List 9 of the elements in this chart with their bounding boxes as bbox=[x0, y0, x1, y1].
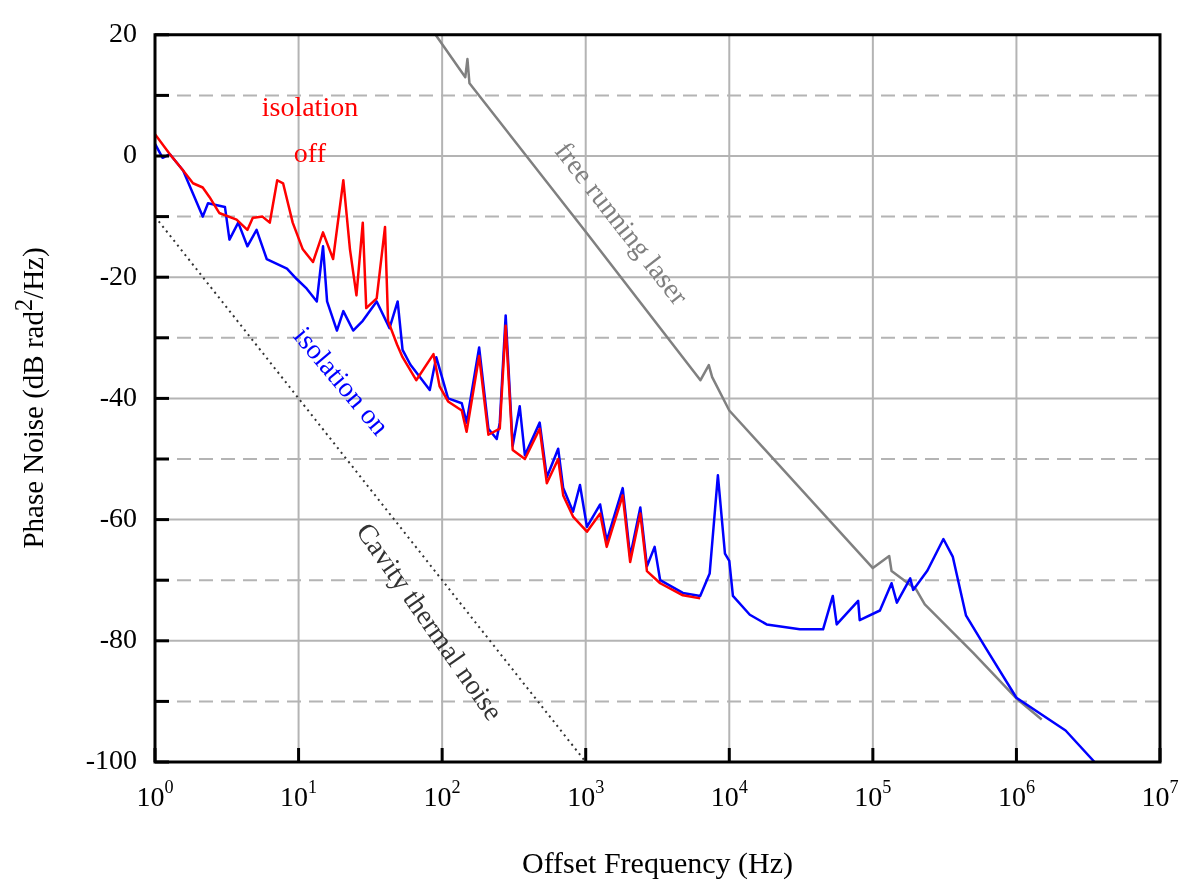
y-tick-label: 0 bbox=[123, 138, 137, 170]
y-tick-label: -40 bbox=[99, 380, 137, 412]
y-tick-label: 20 bbox=[109, 17, 137, 49]
x-axis-title: Offset Frequency (Hz) bbox=[521, 845, 794, 880]
y-tick-label: -80 bbox=[99, 623, 137, 655]
y-tick-label: -20 bbox=[99, 259, 137, 291]
y-tick-label: -100 bbox=[85, 744, 137, 776]
y-tick-label: -60 bbox=[99, 501, 137, 533]
series-label: isolation off bbox=[261, 91, 359, 169]
